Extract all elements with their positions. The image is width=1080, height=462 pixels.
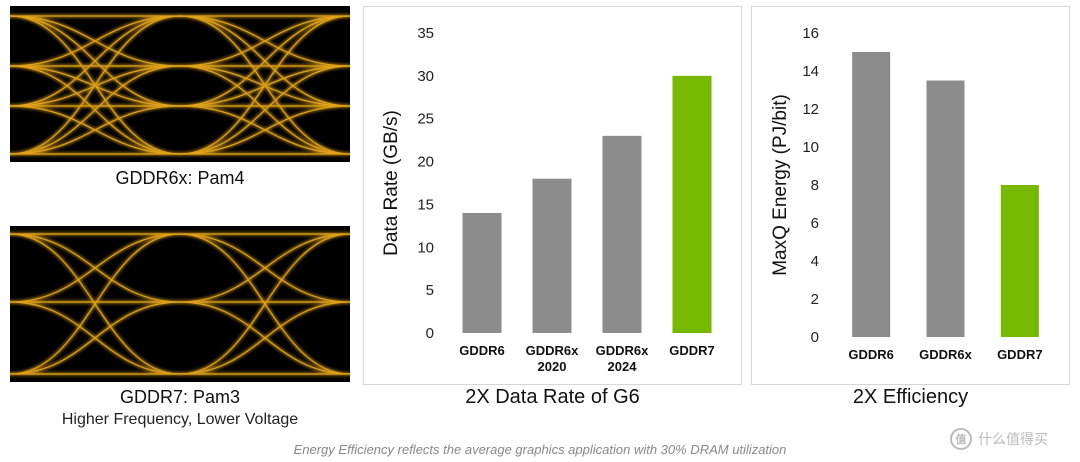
data-rate-bar: [462, 213, 502, 333]
pam3-eye-diagram: [10, 226, 350, 382]
eye-traces: [10, 15, 350, 155]
efficiency-chart-panel: 0 2 4 6 8 10 12 14 16 GDDR6 GDDR6x GDDR7 MaxQ Energy…: [751, 6, 1070, 385]
eye-trace: [10, 233, 181, 375]
eye-trace: [10, 301, 181, 375]
pam3-eye-traces: [10, 232, 350, 376]
pam4-eye-diagram: [10, 6, 350, 162]
eye-trace: [179, 105, 350, 155]
eye-trace: [179, 15, 350, 155]
efficiency-y-tick: 0: [811, 329, 819, 346]
eye-trace: [10, 105, 181, 155]
data-rate-y-axis-label: Data Rate (GB/s): [381, 110, 402, 256]
data-rate-y-tick: 20: [417, 154, 434, 171]
data-rate-category-label: 2024: [608, 359, 638, 374]
efficiency-y-tick: 16: [802, 25, 819, 42]
eye-traces: [10, 233, 350, 375]
data-rate-y-tick: 10: [417, 239, 434, 256]
efficiency-bar: [926, 80, 965, 337]
data-rate-category-label: GDDR7: [669, 343, 715, 358]
eye-glow-traces: [10, 14, 350, 156]
eye-trace: [10, 15, 181, 107]
pam3-label: GDDR7: Pam3: [119, 387, 241, 407]
data-rate-chart-panel: 0 5 10 15 20 25 30 35 GDDR6 GDDR6x 2020 GDDR6x 2024 G…: [363, 6, 742, 385]
eye-trace: [179, 65, 350, 155]
pam4-eye-traces: [10, 14, 350, 156]
data-rate-y-tick: 15: [417, 196, 434, 213]
eye-trace: [179, 15, 350, 107]
eye-trace: [179, 233, 350, 303]
watermark: 值 什么值得买: [950, 428, 1048, 450]
eye-trace: [179, 301, 350, 375]
efficiency-y-tick: 10: [802, 139, 819, 156]
efficiency-y-tick: 6: [811, 215, 819, 232]
efficiency-y-tick: 14: [802, 63, 819, 80]
efficiency-y-tick: 4: [811, 253, 819, 270]
efficiency-category-label: GDDR6: [848, 347, 894, 362]
eye-trace: [179, 233, 350, 375]
data-rate-y-tick: 25: [417, 111, 434, 128]
data-rate-y-tick: 5: [426, 282, 434, 299]
footnote: Energy Efficiency reflects the average g…: [293, 442, 787, 457]
data-rate-category-label: GDDR6x: [596, 343, 650, 358]
efficiency-y-tick: 2: [811, 291, 819, 308]
efficiency-y-tick: 12: [802, 101, 819, 118]
watermark-text: 什么值得买: [978, 431, 1048, 447]
efficiency-bar: [852, 52, 891, 337]
efficiency-bar: [1000, 185, 1039, 337]
efficiency-y-tick: 8: [811, 177, 819, 194]
data-rate-bar: [602, 135, 642, 333]
efficiency-category-label: GDDR6x: [919, 347, 973, 362]
efficiency-category-label: GDDR7: [997, 347, 1043, 362]
eye-trace: [10, 65, 181, 155]
watermark-logo-icon: 值: [950, 428, 972, 450]
data-rate-y-tick: 35: [417, 25, 434, 42]
data-rate-category-label: GDDR6x: [526, 343, 580, 358]
data-rate-chart-title: 2X Data Rate of G6: [465, 386, 640, 408]
pam4-label: GDDR6x: Pam4: [115, 168, 245, 188]
pam3-sublabel: Higher Frequency, Lower Voltage: [61, 411, 299, 428]
data-rate-y-tick: 30: [417, 68, 434, 85]
data-rate-y-tick: 0: [426, 325, 434, 342]
data-rate-category-label: GDDR6: [459, 343, 505, 358]
eye-trace: [179, 15, 350, 67]
efficiency-chart: 0 2 4 6 8 10 12 14 16 GDDR6 GDDR6x GDDR7 MaxQ Energy…: [770, 25, 1043, 362]
data-rate-category-label: 2020: [538, 359, 567, 374]
data-rate-bar: [672, 75, 712, 333]
efficiency-chart-title: 2X Efficiency: [852, 386, 969, 408]
data-rate-bar: [532, 178, 572, 333]
eye-trace: [10, 233, 181, 303]
eye-glow-traces: [10, 232, 350, 376]
efficiency-y-axis-label: MaxQ Energy (PJ/bit): [770, 94, 791, 276]
eye-trace: [10, 15, 181, 67]
eye-trace: [10, 15, 181, 155]
